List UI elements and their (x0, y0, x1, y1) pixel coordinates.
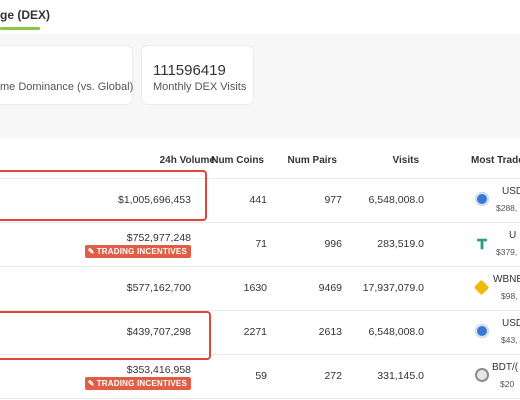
coins-cell: 1630 (243, 282, 267, 294)
volume-dominance-card: me Dominance (vs. Global) (0, 46, 134, 104)
most-traded-pair[interactable]: USD (502, 186, 520, 197)
monthly-visits-label: Monthly DEX Visits (153, 81, 247, 93)
column-header-coins[interactable]: Num Coins (211, 155, 264, 166)
most-traded-volume: $379, (496, 247, 518, 257)
coins-cell: 441 (249, 194, 267, 206)
volume-highlight-box (0, 311, 211, 360)
most-traded-pair[interactable]: BDT/( (492, 362, 519, 373)
table-row[interactable]: $577,162,700 1630 9469 17,937,079.0 WBNE… (0, 266, 520, 311)
volume-cell: $353,416,958 (126, 364, 191, 376)
table-row[interactable]: $353,416,958 ✎ TRADING INCENTIVES 59 272 … (0, 354, 520, 399)
most-traded-volume: $98, (501, 291, 518, 301)
badge-label: TRADING INCENTIVES (96, 379, 187, 388)
fire-icon: ✎ (87, 379, 95, 388)
most-traded-pair[interactable]: USD (502, 318, 520, 329)
column-header-volume[interactable]: 24h Volume (159, 155, 215, 166)
volume-cell: $752,977,248 (126, 232, 191, 244)
pairs-cell: 2613 (318, 326, 342, 338)
pairs-cell: 9469 (318, 282, 342, 294)
column-header-most-traded[interactable]: Most Trade (471, 155, 520, 166)
exchange-table-header: 24h Volume Num Coins Num Pairs Visits Mo… (0, 144, 520, 179)
coins-cell: 59 (255, 370, 267, 382)
column-header-visits[interactable]: Visits (392, 155, 420, 166)
table-row[interactable]: $439,707,298 2271 2613 6,548,008.0 USD $… (0, 310, 520, 355)
most-traded-volume: $43, (501, 335, 518, 345)
pairs-cell: 977 (324, 194, 342, 206)
volume-cell: $439,707,298 (126, 326, 191, 338)
usdc-icon (475, 192, 489, 206)
coins-cell: 2271 (243, 326, 267, 338)
visits-cell: 283,519.0 (377, 238, 424, 250)
volume-cell: $1,005,696,453 (118, 194, 191, 206)
visits-cell: 331,145.0 (377, 370, 424, 382)
exchange-type-tab-bar: ge (DEX) (0, 0, 520, 34)
coins-cell: 71 (255, 238, 267, 250)
most-traded-volume: $288, (496, 203, 518, 213)
tab-dex[interactable]: ge (DEX) (0, 8, 51, 22)
visits-cell: 17,937,079.0 (362, 282, 424, 294)
monthly-visits-card: 111596419 Monthly DEX Visits (142, 46, 253, 104)
trading-incentives-badge[interactable]: ✎ TRADING INCENTIVES (84, 377, 191, 390)
fire-icon: ✎ (87, 247, 95, 256)
table-row[interactable]: $1,005,696,453 441 977 6,548,008.0 USD $… (0, 178, 520, 223)
badge-label: TRADING INCENTIVES (96, 247, 187, 256)
volume-dominance-label: me Dominance (vs. Global) (0, 81, 134, 93)
volume-cell: $577,162,700 (126, 282, 191, 294)
most-traded-volume: $20 (500, 379, 515, 389)
usdc-icon (475, 324, 489, 338)
bnb-icon (473, 279, 490, 296)
table-row[interactable]: $752,977,248 ✎ TRADING INCENTIVES 71 996 … (0, 222, 520, 267)
token-icon (475, 368, 489, 382)
pairs-cell: 996 (324, 238, 342, 250)
usdt-icon (477, 238, 487, 250)
most-traded-pair[interactable]: U (509, 230, 517, 241)
volume-highlight-box (0, 170, 207, 221)
visits-cell: 6,548,008.0 (368, 194, 424, 206)
visits-cell: 6,548,008.0 (368, 326, 424, 338)
column-header-pairs[interactable]: Num Pairs (287, 155, 337, 166)
pairs-cell: 272 (324, 370, 342, 382)
monthly-visits-value: 111596419 (153, 62, 226, 79)
most-traded-pair[interactable]: WBNE (493, 274, 520, 285)
active-tab-indicator (0, 27, 40, 30)
trading-incentives-badge[interactable]: ✎ TRADING INCENTIVES (84, 245, 191, 258)
